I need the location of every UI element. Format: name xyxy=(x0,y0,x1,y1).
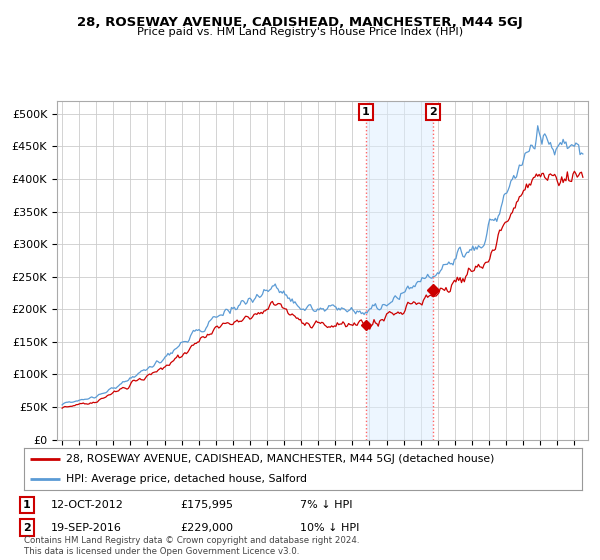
Text: £175,995: £175,995 xyxy=(180,500,233,510)
Text: 2: 2 xyxy=(429,107,437,117)
Text: 7% ↓ HPI: 7% ↓ HPI xyxy=(300,500,353,510)
Text: 12-OCT-2012: 12-OCT-2012 xyxy=(51,500,124,510)
Text: 28, ROSEWAY AVENUE, CADISHEAD, MANCHESTER, M44 5GJ: 28, ROSEWAY AVENUE, CADISHEAD, MANCHESTE… xyxy=(77,16,523,29)
Text: Contains HM Land Registry data © Crown copyright and database right 2024.
This d: Contains HM Land Registry data © Crown c… xyxy=(24,536,359,556)
Text: 1: 1 xyxy=(23,500,31,510)
Text: £229,000: £229,000 xyxy=(180,522,233,533)
Text: 19-SEP-2016: 19-SEP-2016 xyxy=(51,522,122,533)
Text: HPI: Average price, detached house, Salford: HPI: Average price, detached house, Salf… xyxy=(66,474,307,484)
Text: 2: 2 xyxy=(23,522,31,533)
Text: 10% ↓ HPI: 10% ↓ HPI xyxy=(300,522,359,533)
Text: 28, ROSEWAY AVENUE, CADISHEAD, MANCHESTER, M44 5GJ (detached house): 28, ROSEWAY AVENUE, CADISHEAD, MANCHESTE… xyxy=(66,454,494,464)
Text: Price paid vs. HM Land Registry's House Price Index (HPI): Price paid vs. HM Land Registry's House … xyxy=(137,27,463,37)
Text: 1: 1 xyxy=(362,107,370,117)
